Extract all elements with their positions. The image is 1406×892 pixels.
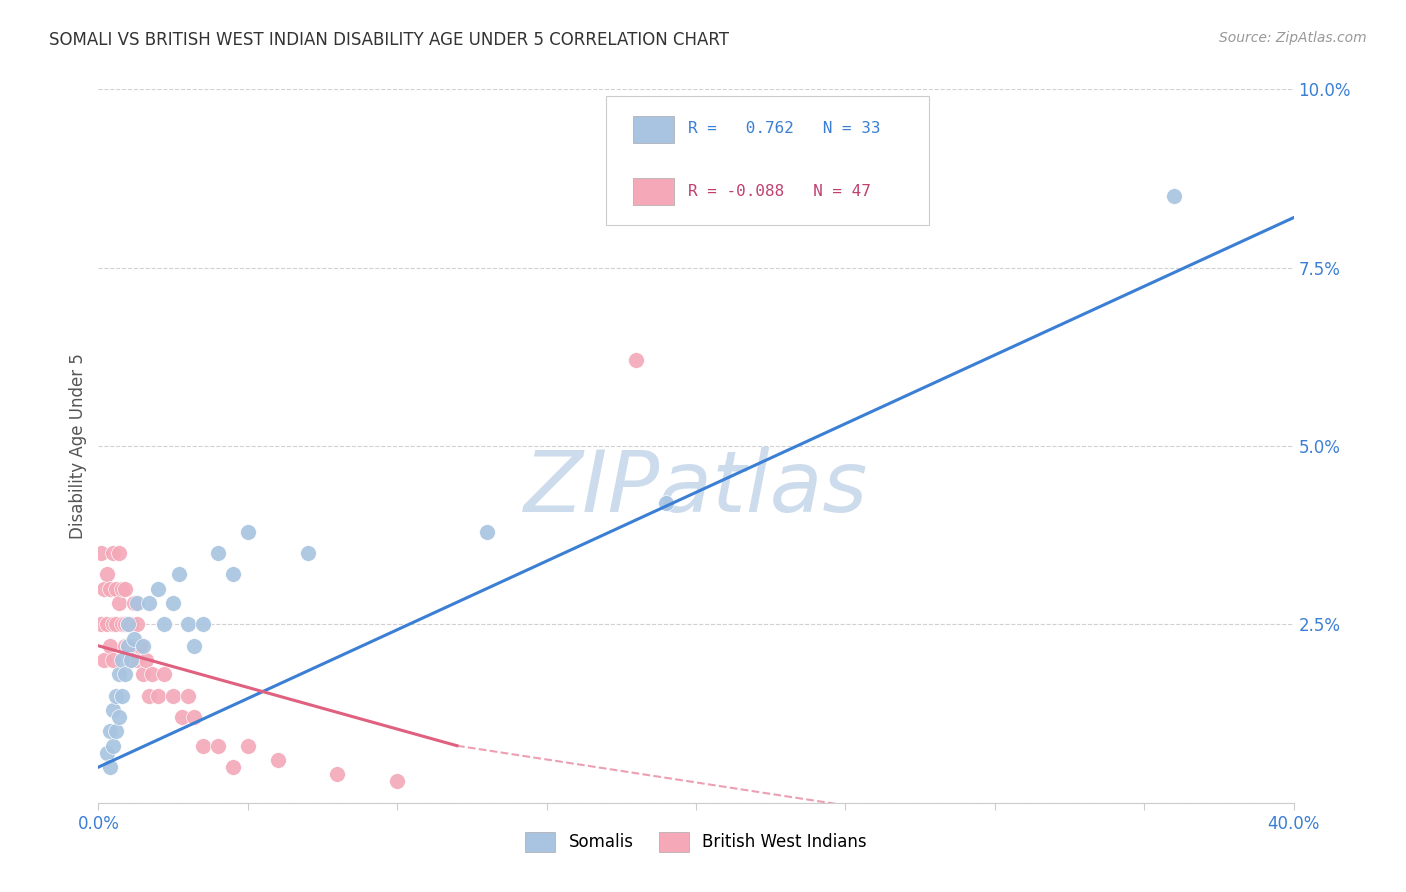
Point xyxy=(96,746,118,760)
Point xyxy=(111,653,134,667)
Point xyxy=(475,524,498,539)
Point xyxy=(103,617,125,632)
Point xyxy=(626,353,648,368)
Point xyxy=(153,667,176,681)
Point xyxy=(114,639,136,653)
Point xyxy=(114,667,136,681)
Point xyxy=(98,582,122,596)
Point xyxy=(117,639,139,653)
Point xyxy=(93,653,115,667)
Point xyxy=(117,639,139,653)
Point xyxy=(167,567,190,582)
Point xyxy=(132,639,155,653)
Point xyxy=(183,639,205,653)
Legend: Somalis, British West Indians: Somalis, British West Indians xyxy=(519,825,873,859)
Point xyxy=(138,689,160,703)
Point xyxy=(177,617,200,632)
Point xyxy=(153,617,176,632)
Point xyxy=(191,739,214,753)
Point xyxy=(207,546,229,560)
Point xyxy=(655,496,678,510)
Point xyxy=(127,596,149,610)
Text: R =   0.762   N = 33: R = 0.762 N = 33 xyxy=(688,121,880,136)
Point xyxy=(1163,189,1185,203)
Point xyxy=(117,617,139,632)
Point xyxy=(124,596,146,610)
Text: SOMALI VS BRITISH WEST INDIAN DISABILITY AGE UNDER 5 CORRELATION CHART: SOMALI VS BRITISH WEST INDIAN DISABILITY… xyxy=(49,31,730,49)
Point xyxy=(127,617,149,632)
Point xyxy=(222,567,245,582)
Point xyxy=(114,617,136,632)
Text: ZIPatlas: ZIPatlas xyxy=(524,447,868,531)
Point xyxy=(120,617,142,632)
Point xyxy=(135,653,157,667)
Point xyxy=(141,667,163,681)
Point xyxy=(117,617,139,632)
Point xyxy=(124,632,146,646)
Point xyxy=(177,689,200,703)
Bar xyxy=(633,116,675,143)
Point xyxy=(90,617,112,632)
Point xyxy=(96,617,118,632)
Point xyxy=(103,739,125,753)
Point xyxy=(124,639,146,653)
Point xyxy=(120,653,142,667)
Point xyxy=(207,739,229,753)
Point xyxy=(132,667,155,681)
Point xyxy=(120,653,142,667)
Point xyxy=(148,689,170,703)
Point xyxy=(103,546,125,560)
Point xyxy=(96,567,118,582)
Point xyxy=(111,689,134,703)
Y-axis label: Disability Age Under 5: Disability Age Under 5 xyxy=(69,353,87,539)
Text: R = -0.088   N = 47: R = -0.088 N = 47 xyxy=(688,184,870,199)
Point xyxy=(127,653,149,667)
Point xyxy=(222,760,245,774)
Text: Source: ZipAtlas.com: Source: ZipAtlas.com xyxy=(1219,31,1367,45)
Point xyxy=(90,546,112,560)
Point xyxy=(297,546,319,560)
Point xyxy=(98,724,122,739)
Point xyxy=(326,767,349,781)
Point xyxy=(103,653,125,667)
Point xyxy=(93,582,115,596)
Point xyxy=(172,710,194,724)
Bar xyxy=(633,178,675,205)
Point xyxy=(105,617,128,632)
Point xyxy=(105,582,128,596)
Point xyxy=(138,596,160,610)
Point xyxy=(236,739,259,753)
Point xyxy=(162,596,184,610)
Point xyxy=(108,710,131,724)
Point xyxy=(98,639,122,653)
Point xyxy=(105,689,128,703)
Point xyxy=(111,582,134,596)
Point xyxy=(98,760,122,774)
Point xyxy=(108,596,131,610)
Point xyxy=(162,689,184,703)
Point xyxy=(191,617,214,632)
FancyBboxPatch shape xyxy=(606,96,929,225)
Point xyxy=(105,724,128,739)
Point xyxy=(114,582,136,596)
Point xyxy=(183,710,205,724)
Point xyxy=(111,617,134,632)
Point xyxy=(108,546,131,560)
Point xyxy=(103,703,125,717)
Point xyxy=(267,753,290,767)
Point xyxy=(129,639,152,653)
Point xyxy=(385,774,409,789)
Point xyxy=(108,667,131,681)
Point xyxy=(148,582,170,596)
Point xyxy=(236,524,259,539)
